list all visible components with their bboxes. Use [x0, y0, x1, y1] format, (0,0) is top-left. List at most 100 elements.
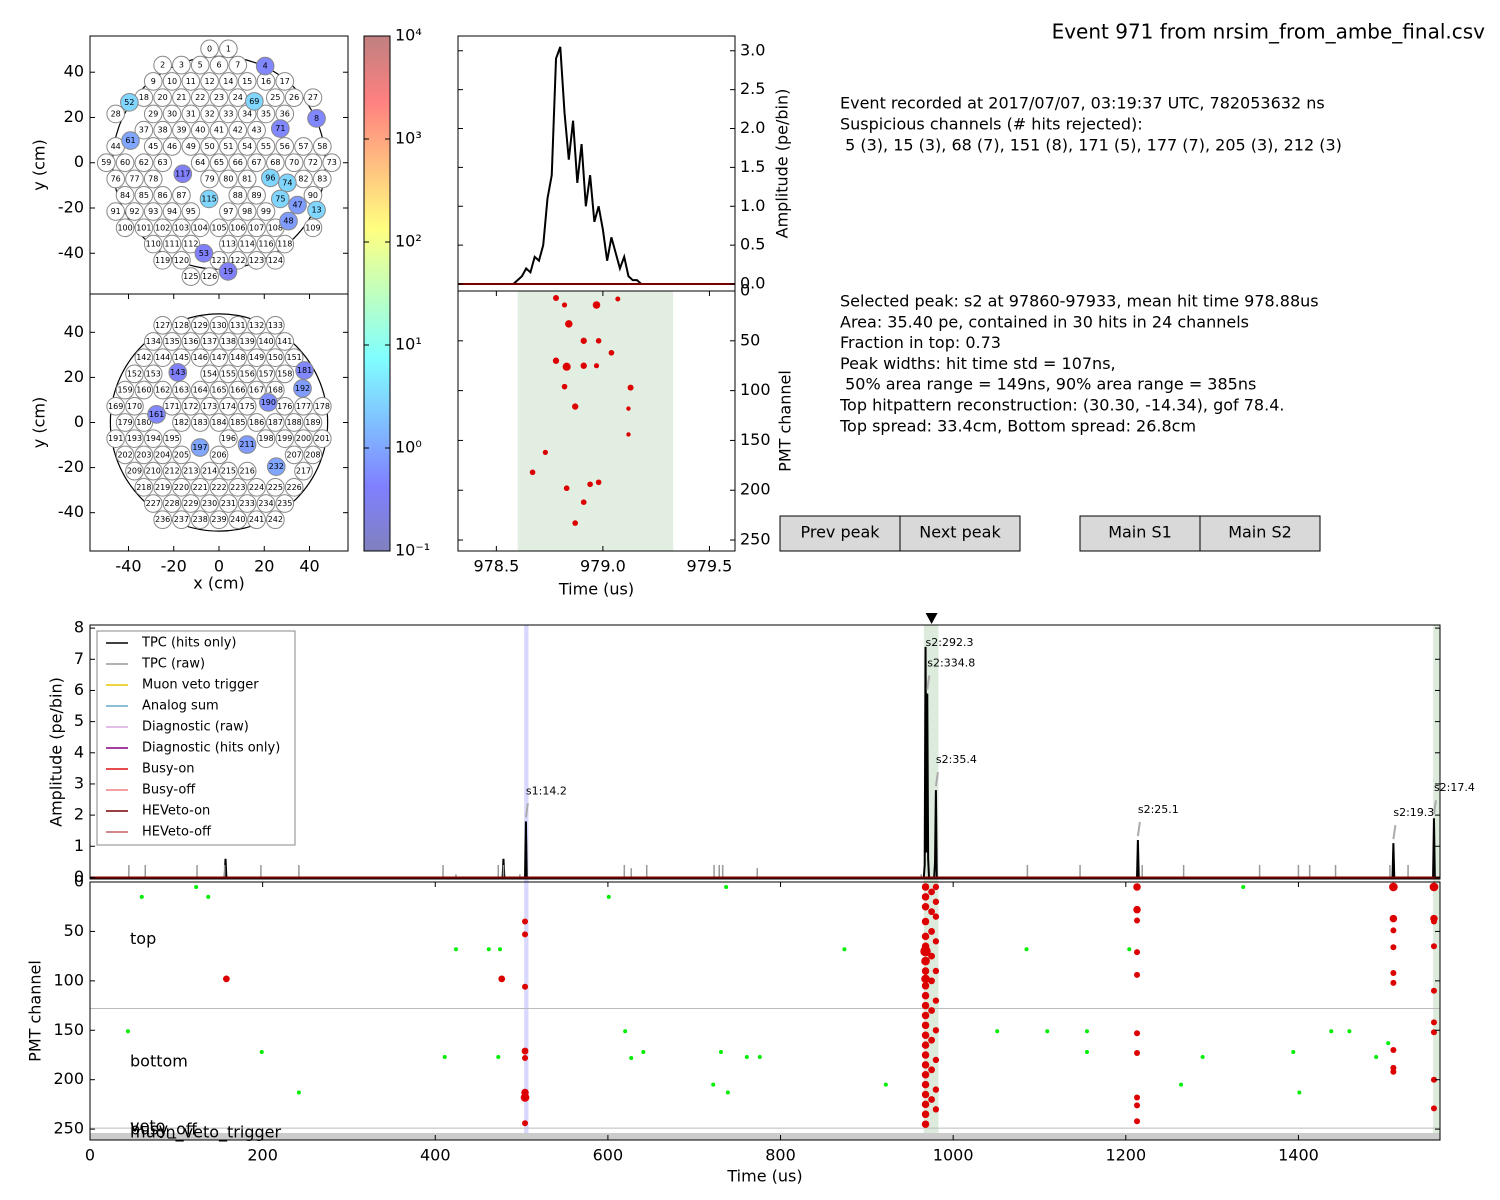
y-tick-label: 40 — [64, 322, 84, 341]
hit-pmt-label: 8 — [314, 114, 319, 123]
pmt-label: 134 — [146, 337, 161, 346]
pmt-label: 63 — [158, 158, 168, 167]
hit-pmt — [307, 109, 326, 128]
pmt-label: 167 — [249, 386, 264, 395]
pmt-label: 130 — [211, 321, 226, 330]
pmt-label: 34 — [242, 109, 252, 118]
pmt-label: 103 — [174, 223, 189, 232]
hit — [1374, 1054, 1379, 1059]
button-label[interactable]: Main S1 — [1108, 523, 1172, 542]
pmt-label: 171 — [164, 402, 179, 411]
hit — [572, 520, 579, 526]
button[interactable]: Prev peak — [779, 515, 901, 552]
pmt-label: 124 — [268, 256, 283, 265]
pmt-label: 107 — [249, 223, 264, 232]
pmt — [284, 348, 304, 368]
y-tick-label: 3.0 — [740, 40, 765, 59]
pmt — [247, 477, 266, 497]
pmt — [219, 461, 238, 481]
pmt-label: 198 — [258, 434, 273, 443]
pmt — [247, 251, 266, 270]
peak-info-line: Area: 35.40 pe, contained in 30 hits in … — [840, 312, 1249, 331]
pmt-label: 148 — [230, 353, 245, 362]
pmt — [134, 445, 154, 465]
hit — [1134, 1118, 1141, 1125]
pmt-label: 89 — [251, 191, 261, 200]
pmt-label: 136 — [183, 337, 198, 346]
pmt — [172, 380, 191, 400]
hit — [921, 902, 930, 911]
pmt — [247, 218, 266, 238]
pmt-label: 25 — [270, 93, 280, 102]
pmt-label: 45 — [148, 142, 158, 151]
pmt — [219, 396, 238, 416]
pmt — [256, 332, 276, 351]
hit — [1200, 1054, 1205, 1059]
pmt-label: 145 — [174, 353, 189, 362]
y-axis-label: PMT channel — [776, 370, 795, 472]
hit — [563, 485, 570, 492]
pmt — [134, 185, 154, 205]
hit-pmt — [218, 262, 238, 281]
hit — [921, 932, 930, 941]
y-tick-label: 0.5 — [740, 235, 765, 254]
legend-box — [96, 630, 296, 846]
hit-pmt-label: 48 — [283, 217, 293, 226]
hit — [1134, 1050, 1141, 1057]
hit-pmt — [307, 200, 326, 220]
pmt — [162, 332, 182, 351]
pmt-label: 186 — [249, 418, 264, 427]
pmt — [228, 315, 248, 335]
hit-pmt — [266, 457, 286, 477]
annotation-label: s2:35.4 — [936, 753, 977, 766]
pmt — [115, 445, 135, 465]
pmt-label: 176 — [277, 402, 292, 411]
pmt-label: 216 — [240, 467, 255, 476]
annotation-arrow — [524, 803, 529, 818]
pmt — [125, 396, 144, 416]
pmt-label: 84 — [120, 191, 130, 200]
pmt — [209, 88, 229, 107]
hit — [921, 1071, 930, 1079]
y-tick-label: 1.5 — [740, 157, 765, 176]
pmt — [303, 413, 323, 432]
button-label[interactable]: Main S2 — [1228, 523, 1292, 542]
array-outline — [109, 313, 329, 532]
y-tick-label: 2 — [74, 805, 84, 824]
pmt — [237, 202, 257, 221]
pmt — [275, 72, 295, 91]
x-tick-label: 0 — [85, 1146, 95, 1165]
hit-pmt-label: 143 — [170, 368, 185, 377]
pmt-label: 215 — [221, 467, 236, 476]
hit-pmt — [271, 119, 290, 138]
pmt — [209, 477, 229, 497]
y-tick-label: 8 — [74, 618, 84, 637]
event-info: Event recorded at 2017/07/07, 03:19:37 U… — [839, 94, 1342, 436]
hit — [1084, 1050, 1089, 1055]
hit — [139, 894, 144, 899]
pmt — [312, 429, 332, 449]
hit — [615, 296, 621, 302]
button-label[interactable]: Next peak — [919, 523, 1001, 542]
pmt-label: 1 — [226, 44, 231, 53]
y-tick-label: 6 — [74, 680, 84, 699]
hit-pmt-label: 74 — [282, 178, 292, 187]
hit — [222, 975, 230, 983]
button[interactable]: Main S1 — [1079, 515, 1201, 552]
y-tick-label: 0 — [74, 867, 84, 886]
pmt-label: 58 — [317, 142, 327, 151]
x-tick-label: 400 — [420, 1146, 451, 1165]
hit — [921, 974, 930, 984]
pmt-label: 155 — [221, 369, 236, 378]
annotation-label: s2:25.1 — [1138, 803, 1179, 816]
pmt-label: 28 — [111, 109, 121, 118]
button-label[interactable]: Prev peak — [800, 523, 880, 542]
pmt — [312, 137, 332, 156]
y-tick-label: 1.0 — [740, 196, 765, 215]
button[interactable]: Next peak — [899, 515, 1021, 552]
y-tick-label: 0 — [740, 281, 750, 300]
hit — [1430, 1076, 1437, 1083]
hit — [562, 362, 571, 371]
pmt-label: 141 — [277, 337, 292, 346]
button[interactable]: Main S2 — [1199, 515, 1321, 552]
